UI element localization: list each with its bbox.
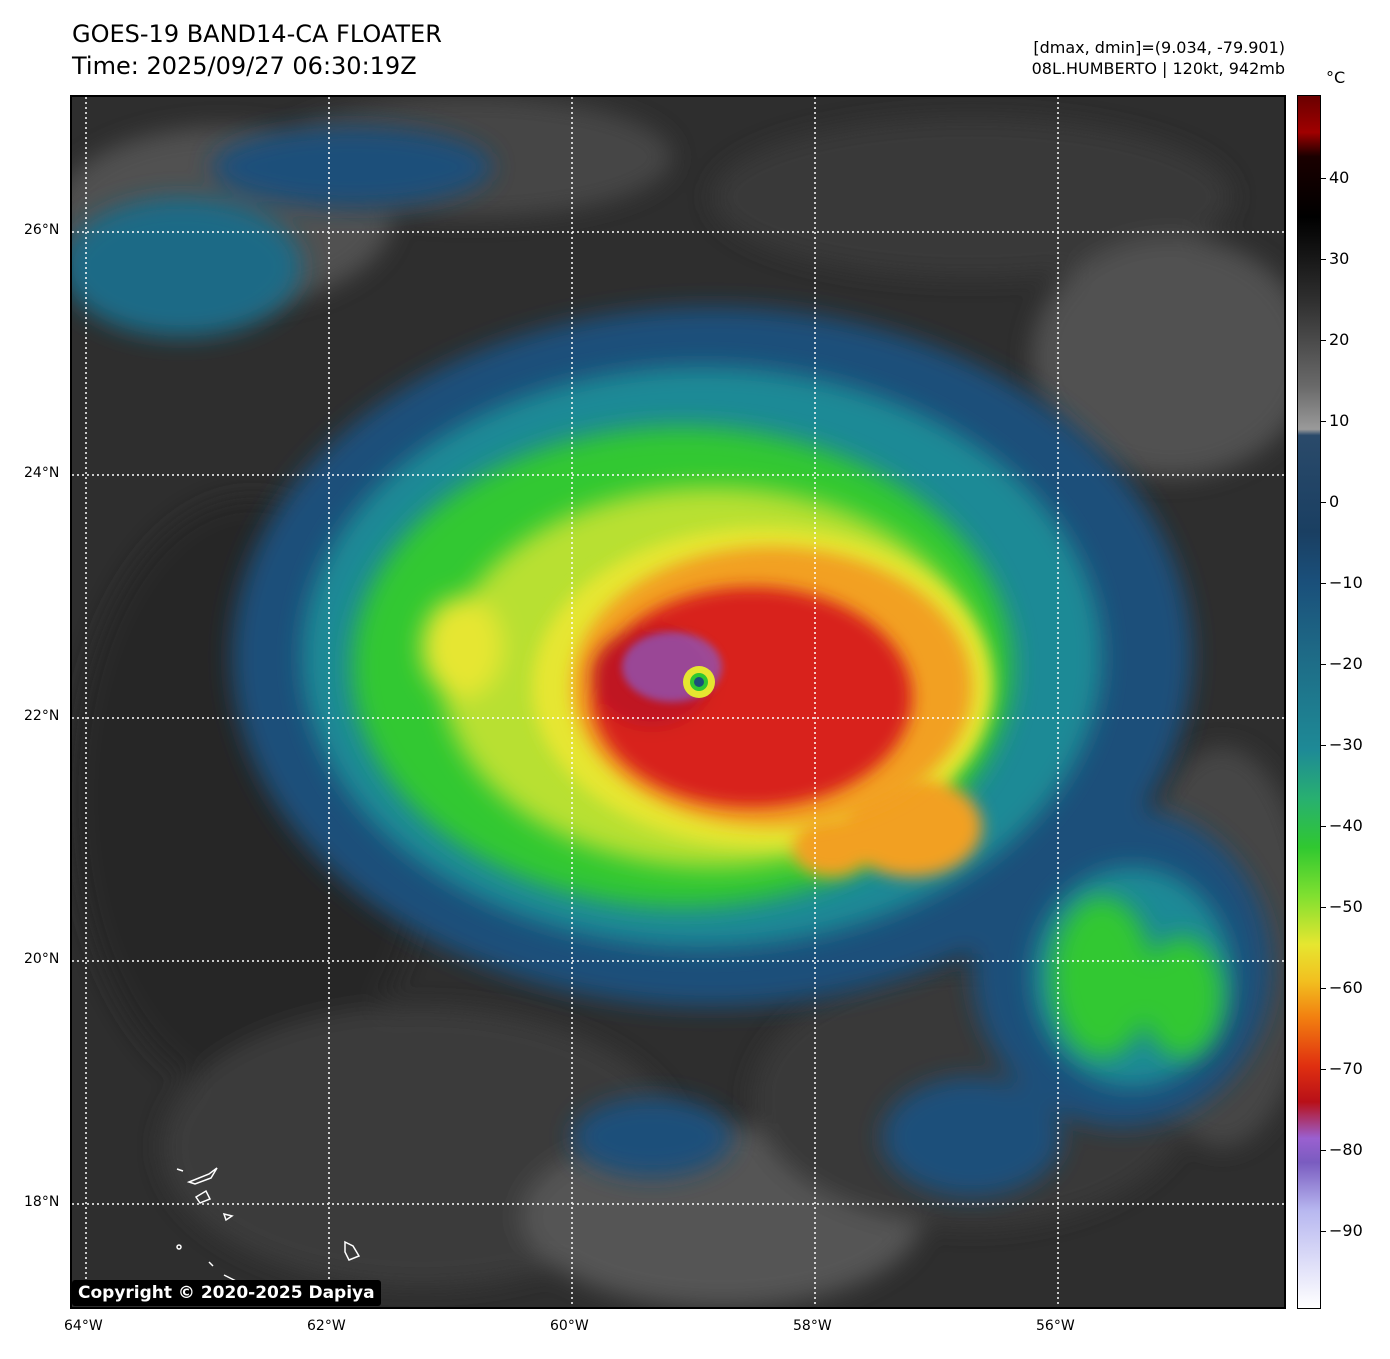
colorbar-tick-label: 0 [1329,492,1340,511]
colorbar-tick [1321,421,1326,422]
colorbar-tick-label: −90 [1329,1221,1363,1240]
colorbar-tick [1321,502,1326,503]
island-outlines [176,1167,361,1282]
colorbar-tick [1321,826,1326,827]
colorbar-tick-label: −10 [1329,573,1363,592]
colorbar-tick-label: −80 [1329,1140,1363,1159]
lat-label-24n: 24°N [24,465,60,481]
ir-imagery [72,97,1284,1307]
colorbar-tick-label: −50 [1329,897,1363,916]
colorbar-tick [1321,340,1326,341]
colorbar-tick [1321,1231,1326,1232]
colorbar-tick [1321,664,1326,665]
lat-label-20n: 20°N [24,951,60,967]
colorbar-tick-label: −20 [1329,654,1363,673]
colorbar-tick-label: 40 [1329,168,1350,187]
colorbar-tick-label: 10 [1329,411,1350,430]
dmax-dmin-info: [dmax, dmin]=(9.034, -79.901) [1033,38,1285,57]
lon-label-56w: 56°W [1036,1318,1075,1334]
lat-label-18n: 18°N [24,1194,60,1210]
lon-label-58w: 58°W [793,1318,832,1334]
lon-label-60w: 60°W [550,1318,589,1334]
chart-time: Time: 2025/09/27 06:30:19Z [72,52,417,80]
lat-label-22n: 22°N [24,708,60,724]
colorbar-tick [1321,583,1326,584]
storm-info: 08L.HUMBERTO | 120kt, 942mb [1031,59,1285,78]
colorbar-tick-label: −30 [1329,735,1363,754]
lon-label-62w: 62°W [307,1318,346,1334]
colorbar-tick-label: 20 [1329,330,1350,349]
lon-label-64w: 64°W [64,1318,103,1334]
colorbar-tick [1321,178,1326,179]
colorbar-tick-label: 30 [1329,249,1350,268]
lat-label-26n: 26°N [24,222,60,238]
colorbar-tick [1321,907,1326,908]
colorbar-tick [1321,1069,1326,1070]
colorbar [1297,95,1321,1309]
colorbar-unit: °C [1326,68,1346,87]
colorbar-tick-label: −40 [1329,816,1363,835]
copyright-badge: Copyright © 2020-2025 Dapiya [72,1280,381,1306]
colorbar-tick [1321,988,1326,989]
colorbar-tick-label: −70 [1329,1059,1363,1078]
colorbar-tick [1321,745,1326,746]
colorbar-tick [1321,259,1326,260]
colorbar-tick-label: −60 [1329,978,1363,997]
colorbar-tick [1321,1150,1326,1151]
chart-title: GOES-19 BAND14-CA FLOATER [72,20,442,48]
satellite-image [70,95,1286,1309]
